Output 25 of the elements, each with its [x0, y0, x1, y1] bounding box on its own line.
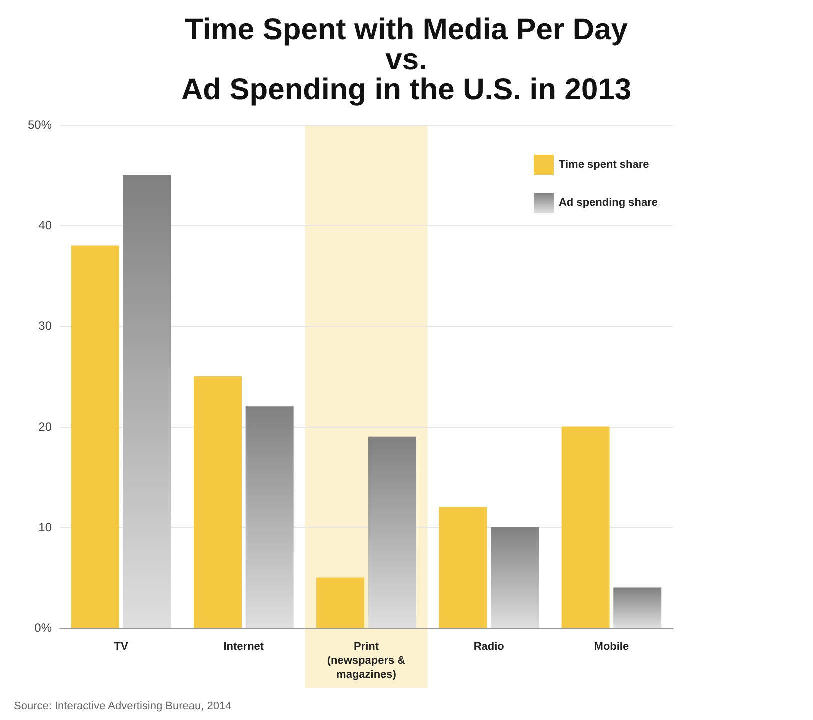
x-tick-label: Print (newspapers & magazines)	[327, 641, 406, 681]
bar	[562, 426, 610, 628]
source-note: Source: Interactive Advertising Bureau, 2014	[14, 700, 232, 712]
y-tick-label: 30	[38, 319, 52, 334]
bar	[316, 578, 365, 628]
y-tick-label: 0%	[34, 621, 52, 635]
legend-label: Time spent share	[558, 159, 650, 171]
bar	[439, 507, 488, 628]
bar	[614, 588, 662, 628]
x-tick-label: TV	[114, 641, 129, 653]
x-tick-label: Radio	[474, 641, 505, 653]
bar	[71, 246, 120, 628]
x-tick-label: Mobile	[594, 641, 630, 653]
bar	[123, 175, 172, 628]
y-tick-label: 20	[38, 420, 52, 434]
chart-title: Time Spent with Media Per Day vs. Ad Spending in the U.S. in 2013	[181, 14, 632, 106]
y-tick-label: 10	[38, 520, 52, 534]
y-tick-label: 40	[38, 218, 52, 233]
bar	[368, 436, 416, 628]
y-tick-label: 50%	[28, 118, 52, 132]
bar	[491, 527, 540, 628]
bar	[194, 376, 242, 628]
legend-label: Ad spending share	[558, 197, 658, 209]
x-tick-label: Internet	[224, 641, 264, 653]
bar	[246, 406, 294, 628]
